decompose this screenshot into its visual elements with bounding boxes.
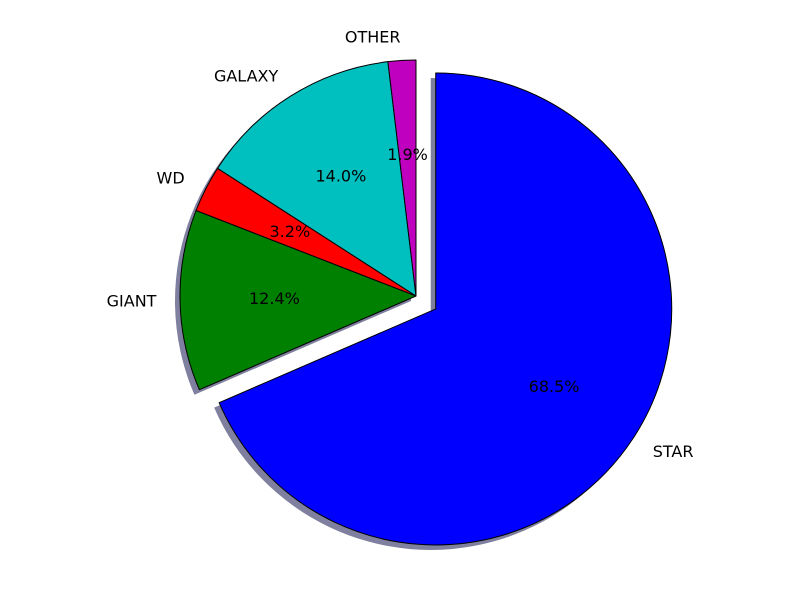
slice-star (218, 72, 673, 546)
percent-label-galaxy: 14.0% (315, 166, 366, 185)
percent-label-giant: 12.4% (249, 289, 300, 308)
percent-label-wd: 3.2% (270, 222, 311, 241)
category-label-star: STAR (653, 442, 694, 461)
slice-giant (179, 210, 417, 391)
category-label-galaxy: GALAXY (214, 66, 279, 85)
slice-galaxy (217, 61, 417, 297)
slice-other (387, 59, 417, 297)
pie-slices (179, 59, 673, 546)
percent-label-star: 68.5% (529, 377, 580, 396)
pie-labels: STAR 68.5% GIANT 12.4% WD 3.2% GALAXY 14.0% OTHE… (107, 27, 694, 461)
category-label-giant: GIANT (107, 291, 157, 310)
percent-label-other: 1.9% (387, 145, 428, 164)
category-label-other: OTHER (345, 27, 401, 46)
category-label-wd: WD (157, 169, 185, 188)
